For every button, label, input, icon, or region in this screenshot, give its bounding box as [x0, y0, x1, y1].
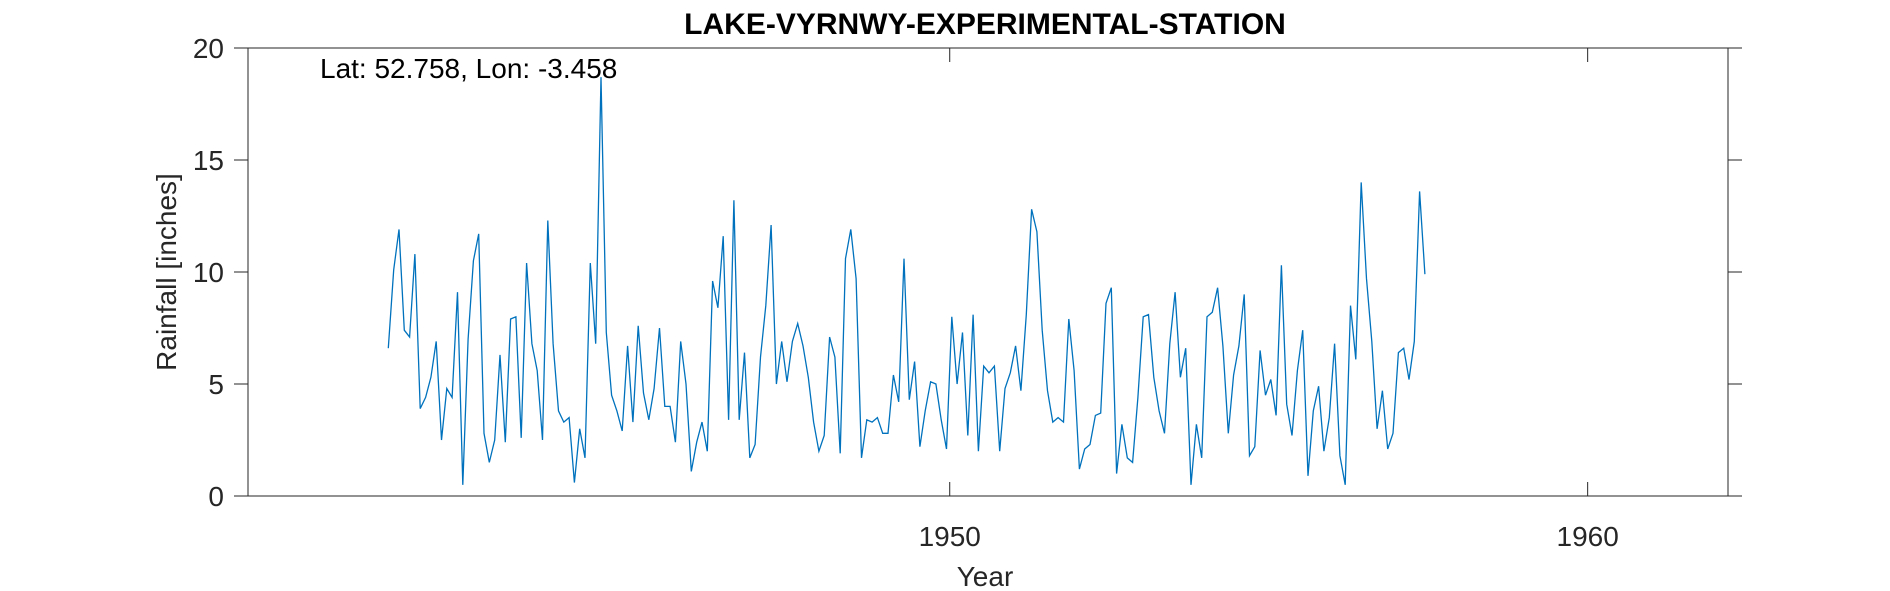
y-tick-label: 0: [208, 481, 224, 512]
x-tick-label: 1960: [1557, 521, 1619, 552]
plot-frame: [247, 47, 1729, 497]
y-axis-label: Rainfall [inches]: [151, 173, 182, 371]
plot-area: 1950 1960 0 5 10 15 20: [193, 33, 1742, 552]
y-tick-label: 10: [193, 257, 224, 288]
x-axis-label: Year: [957, 561, 1014, 591]
location-annotation: Lat: 52.758, Lon: -3.458: [320, 53, 617, 84]
y-tick-label: 20: [193, 33, 224, 64]
chart-title: LAKE-VYRNWY-EXPERIMENTAL-STATION: [684, 8, 1286, 41]
rainfall-series-line: [387, 77, 1426, 485]
x-tick-label: 1950: [919, 521, 981, 552]
y-tick-label: 15: [193, 145, 224, 176]
y-tick-label: 5: [208, 369, 224, 400]
